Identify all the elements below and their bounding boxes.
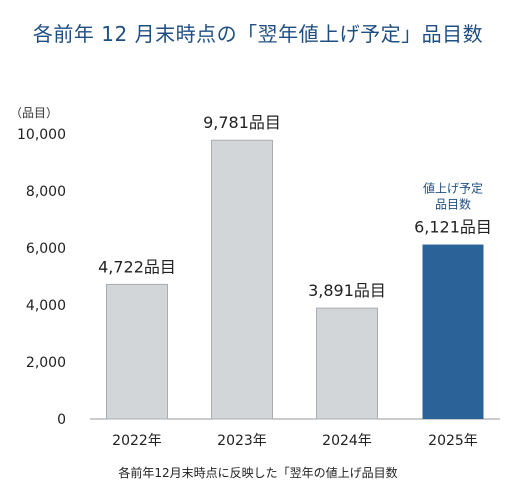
bar-1: [211, 139, 273, 420]
y-tick-label: 8,000: [26, 184, 66, 200]
x-category-label: 2023年: [217, 433, 267, 449]
y-tick-label: 6,000: [26, 241, 66, 257]
highlight-note-line: 品目数: [435, 197, 471, 212]
bar-0: [106, 283, 168, 420]
data-label: 4,722品目: [98, 257, 176, 276]
highlight-note-line: 値上げ予定: [423, 181, 483, 196]
y-tick-label: 4,000: [26, 298, 66, 314]
x-category-label: 2022年: [112, 433, 162, 449]
chart-caption: 各前年12月末時点に反映した「翌年の値上げ品目数: [118, 466, 398, 480]
data-label: 3,891品目: [308, 281, 386, 300]
bar-2: [316, 307, 378, 420]
y-tick-label: 0: [57, 412, 66, 428]
y-axis-unit-label: （品目）: [10, 106, 59, 120]
chart-title: 各前年 12 月末時点の「翌年値上げ予定」品目数: [32, 22, 484, 46]
y-tick-label: 10,000: [17, 127, 66, 143]
x-category-label: 2024年: [322, 433, 372, 449]
data-label: 9,781品目: [203, 113, 281, 132]
y-tick-label: 2,000: [26, 355, 66, 371]
data-label: 6,121品目: [414, 218, 492, 237]
bar-3: [422, 244, 484, 419]
x-category-label: 2025年: [428, 433, 478, 449]
